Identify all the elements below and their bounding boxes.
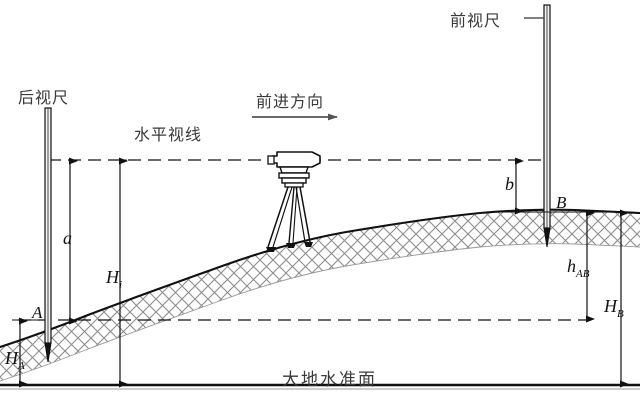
datum-surface-line bbox=[0, 383, 640, 390]
dimension-label-hi-symbol: H bbox=[105, 267, 120, 287]
front-staff[interactable] bbox=[543, 4, 551, 248]
horizontal-sight-line-label: 水平视线 bbox=[134, 125, 202, 144]
dimension-label-hb-subscript: B bbox=[617, 308, 624, 320]
dimension-label-hi: H i bbox=[105, 267, 122, 291]
dimension-label-a: a bbox=[63, 228, 72, 248]
dimension-label-b: b bbox=[505, 174, 514, 194]
dimension-hi bbox=[113, 157, 128, 388]
direction-of-travel-label: 前进方向 bbox=[256, 92, 324, 111]
dimension-label-hi-subscript: i bbox=[119, 279, 122, 291]
dimension-label-ha: H A bbox=[4, 348, 25, 372]
terrain-surface-line bbox=[0, 208, 640, 349]
ground-hatch-band bbox=[0, 209, 640, 381]
dimension-b bbox=[500, 157, 548, 215]
front-staff-label: 前视尺 bbox=[450, 11, 501, 30]
dimension-ha bbox=[12, 317, 40, 388]
dimension-label-hb-symbol: H bbox=[603, 296, 618, 316]
datum-surface-label: 大地水准面 bbox=[282, 370, 377, 390]
dimension-label-hab-symbol: h bbox=[567, 256, 576, 276]
dimension-label-ha-symbol: H bbox=[4, 348, 19, 368]
ground-band-lower-edge bbox=[0, 243, 640, 382]
dimension-label-hb: H B bbox=[603, 296, 624, 320]
back-staff-label: 后视尺 bbox=[18, 88, 69, 107]
terrain-ground bbox=[0, 208, 640, 382]
level-instrument-icon[interactable] bbox=[267, 151, 321, 188]
tripod-icon bbox=[266, 186, 313, 252]
point-label-a: A bbox=[31, 303, 43, 322]
dimension-label-ha-subscript: A bbox=[17, 360, 25, 372]
dimension-label-hab: h AB bbox=[567, 256, 590, 280]
point-label-b: B bbox=[556, 193, 567, 212]
back-staff[interactable] bbox=[44, 107, 52, 363]
dimension-label-hab-subscript: AB bbox=[575, 268, 590, 280]
